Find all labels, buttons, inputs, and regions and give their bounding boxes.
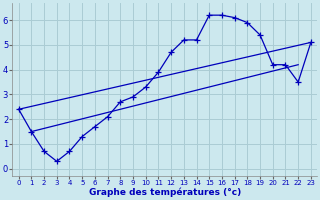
X-axis label: Graphe des températures (°c): Graphe des températures (°c) [89,188,241,197]
